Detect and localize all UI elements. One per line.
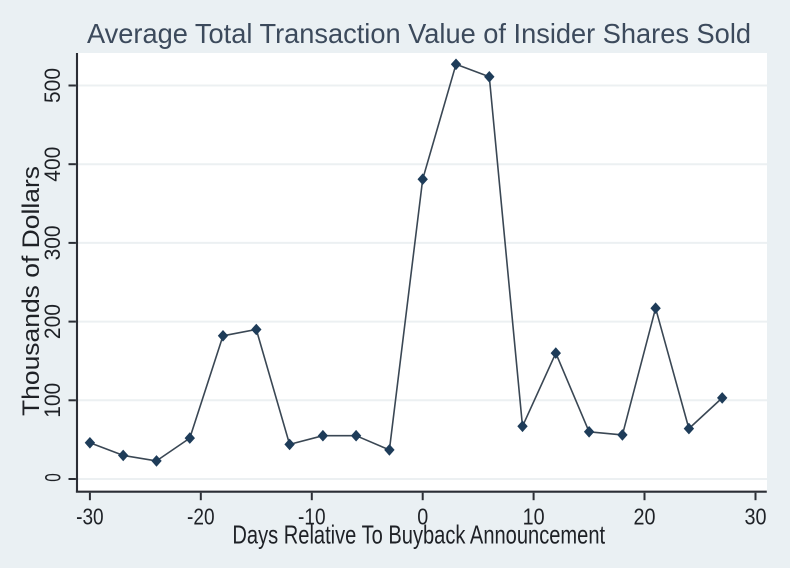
svg-text:-10: -10 (298, 504, 326, 530)
svg-text:500: 500 (40, 68, 65, 103)
svg-text:0: 0 (41, 473, 66, 482)
svg-text:Average Total Transaction Valu: Average Total Transaction Value of Insid… (87, 18, 751, 49)
svg-text:0: 0 (417, 504, 428, 530)
svg-text:200: 200 (40, 304, 65, 339)
svg-text:20: 20 (634, 504, 656, 530)
svg-text:400: 400 (40, 147, 65, 182)
svg-text:10: 10 (523, 504, 545, 530)
svg-text:300: 300 (40, 225, 65, 260)
svg-text:-30: -30 (76, 504, 104, 530)
svg-text:-20: -20 (187, 504, 215, 530)
svg-text:Days Relative To Buyback Annou: Days Relative To Buyback Announcement (232, 520, 605, 550)
svg-text:100: 100 (40, 383, 65, 418)
svg-text:30: 30 (745, 504, 767, 530)
svg-text:Thousands of Dollars: Thousands of Dollars (18, 166, 45, 416)
